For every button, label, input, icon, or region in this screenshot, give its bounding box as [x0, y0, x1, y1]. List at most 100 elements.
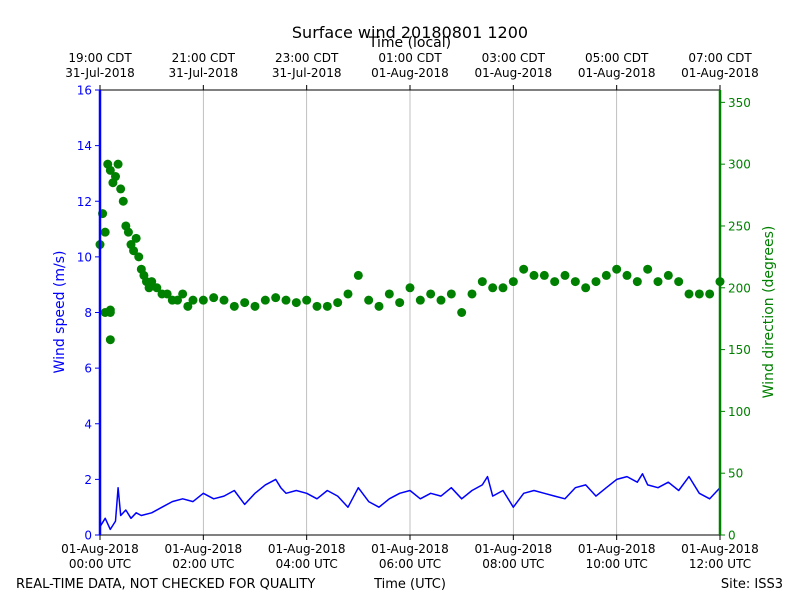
direction-point — [498, 283, 508, 293]
y-left-tick-label: 4 — [84, 417, 92, 431]
direction-point — [183, 301, 193, 311]
x-top-tick-date: 01-Aug-2018 — [475, 66, 553, 80]
direction-point — [281, 295, 291, 305]
direction-point — [100, 227, 110, 237]
direction-point — [302, 295, 312, 305]
x-bottom-tick-time: 04:00 UTC — [276, 557, 338, 571]
direction-series — [95, 159, 725, 345]
x-bottom-tick-time: 10:00 UTC — [586, 557, 648, 571]
direction-point — [111, 172, 120, 182]
top-axis-label: Time (local) — [368, 35, 451, 51]
x-top-tick-time: 21:00 CDT — [172, 51, 236, 65]
direction-point — [118, 196, 128, 206]
direction-point — [353, 270, 363, 280]
direction-point — [653, 277, 663, 287]
direction-point — [457, 308, 467, 317]
direction-point — [250, 301, 260, 311]
axis-ticks: 0 2 4 6 8 10 12 14 16 0 50 100 150 200 250 300 350 01-Aug… — [61, 51, 759, 571]
x-bottom-tick-date: 01-Aug-2018 — [475, 542, 553, 556]
x-bottom-tick-date: 01-Aug-2018 — [268, 542, 346, 556]
direction-point — [415, 295, 425, 305]
direction-point — [198, 295, 208, 305]
direction-point — [705, 289, 715, 299]
x-bottom-tick-time: 06:00 UTC — [379, 557, 441, 571]
y-left-tick-label: 10 — [77, 250, 92, 264]
direction-point — [477, 277, 487, 287]
direction-point — [539, 270, 549, 280]
direction-point — [291, 298, 301, 308]
direction-point — [663, 270, 673, 280]
y-right-tick-label: 100 — [728, 405, 751, 419]
direction-point — [643, 264, 653, 274]
y-left-tick-label: 0 — [84, 529, 92, 543]
speed-line — [99, 473, 721, 531]
direction-point — [271, 293, 281, 303]
y-right-tick-label: 350 — [728, 96, 751, 110]
y-left-tick-label: 16 — [77, 84, 92, 98]
direction-point — [632, 277, 642, 287]
direction-point — [591, 277, 601, 287]
direction-point — [152, 283, 162, 293]
x-top-tick-time: 01:00 CDT — [378, 51, 442, 65]
x-bottom-tick-time: 02:00 UTC — [172, 557, 234, 571]
direction-point — [374, 301, 384, 311]
x-bottom-tick-time: 08:00 UTC — [482, 557, 544, 571]
chart-title: Surface wind 20180801 1200 — [292, 23, 528, 42]
direction-point — [178, 289, 188, 299]
y-left-tick-label: 2 — [84, 473, 92, 487]
y-left-tick-label: 6 — [84, 362, 92, 376]
direction-point — [312, 301, 322, 311]
x-top-tick-time: 19:00 CDT — [68, 51, 132, 65]
y-right-tick-label: 150 — [728, 343, 751, 357]
direction-point — [123, 227, 133, 237]
direction-point — [113, 159, 123, 169]
direction-point — [188, 295, 198, 305]
direction-point — [162, 289, 172, 299]
direction-point — [467, 289, 477, 299]
direction-point — [694, 289, 704, 299]
y-right-tick-label: 0 — [728, 529, 736, 543]
y-left-tick-label: 14 — [77, 139, 92, 153]
y-right-tick-label: 200 — [728, 281, 751, 295]
direction-point — [684, 289, 694, 299]
x-top-tick-date: 01-Aug-2018 — [681, 66, 759, 80]
x-top-tick-date: 31-Jul-2018 — [169, 66, 239, 80]
y-left-tick-label: 12 — [77, 195, 92, 209]
direction-point — [674, 277, 684, 287]
y-axis-left-label: Wind speed (m/s) — [52, 251, 68, 374]
y-left-tick-label: 8 — [84, 306, 92, 320]
direction-point — [384, 289, 394, 299]
direction-point — [446, 289, 456, 299]
x-top-tick-date: 01-Aug-2018 — [578, 66, 656, 80]
direction-point — [131, 233, 141, 243]
x-top-tick-time: 23:00 CDT — [275, 51, 339, 65]
x-bottom-tick-date: 01-Aug-2018 — [61, 542, 139, 556]
x-top-tick-time: 07:00 CDT — [688, 51, 752, 65]
direction-point — [343, 289, 353, 299]
direction-point — [529, 270, 539, 280]
direction-point — [570, 277, 580, 287]
direction-point — [550, 277, 560, 287]
footer-site: Site: ISS3 — [721, 577, 783, 592]
x-bottom-tick-date: 01-Aug-2018 — [681, 542, 759, 556]
direction-point — [612, 264, 622, 274]
direction-point — [105, 165, 115, 175]
direction-point — [405, 283, 415, 293]
direction-point — [364, 295, 374, 305]
x-bottom-tick-date: 01-Aug-2018 — [165, 542, 243, 556]
direction-point — [622, 270, 632, 280]
direction-point — [147, 277, 157, 287]
direction-point — [229, 301, 239, 311]
y-right-tick-label: 300 — [728, 158, 751, 172]
direction-point — [581, 283, 591, 293]
direction-point — [105, 335, 115, 345]
direction-point — [508, 277, 518, 287]
y-right-tick-label: 50 — [728, 467, 743, 481]
direction-point — [519, 264, 529, 274]
direction-point — [134, 252, 144, 262]
direction-point — [105, 308, 115, 317]
direction-point — [173, 295, 182, 305]
direction-point — [601, 270, 611, 280]
x-top-tick-date: 31-Jul-2018 — [272, 66, 342, 80]
